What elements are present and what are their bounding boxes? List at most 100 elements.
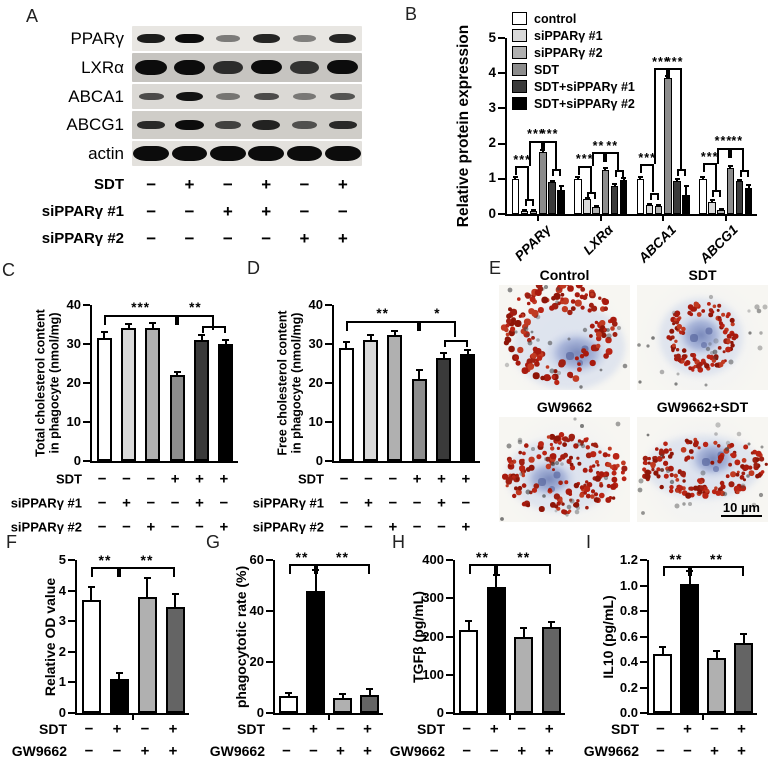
condition-label: GW9662 — [209, 743, 265, 759]
y-tick-label: 10 — [66, 414, 81, 429]
bar — [387, 335, 403, 461]
bar — [735, 181, 744, 214]
bar — [619, 179, 628, 214]
y-axis-label-line: Total cholesterol content — [33, 309, 48, 457]
condition-sign: + — [168, 742, 178, 760]
significance-bracket — [587, 191, 597, 199]
blot-row: ABCG1 — [14, 111, 366, 139]
panel-a-label: A — [26, 6, 39, 26]
cell-image-cell: SDT — [637, 268, 768, 390]
significance-bracket: *** — [715, 135, 731, 164]
panel-i: I 0.0 0.2 0.4 0.6 0.8 1.0 1.2 ** ** SDT − + − + GW9662… — [578, 532, 770, 762]
bar — [460, 353, 476, 461]
condition-sign: − — [146, 470, 156, 488]
y-axis-label: Total cholesterol content in phagocyte (n… — [34, 309, 63, 457]
bar — [583, 199, 591, 214]
error-bar — [176, 372, 179, 376]
bracket-end-right — [417, 322, 420, 331]
significance-stars: *** — [638, 150, 656, 165]
y-axis-tick — [68, 681, 75, 684]
blot-row: PPARγ — [14, 26, 366, 51]
y-tick-label: 0.0 — [619, 705, 638, 720]
y-tick-label: 30 — [308, 336, 323, 351]
condition-sign: + — [184, 174, 195, 194]
significance-bracket: ** — [91, 553, 119, 577]
legend-item: SDT+siPPARγ #1 — [512, 78, 635, 95]
condition-sign: − — [170, 518, 180, 536]
condition-row: SDT − + − + − + — [14, 172, 366, 197]
nucleus — [545, 330, 609, 376]
condition-label: GW9662 — [583, 743, 639, 759]
error-bar — [661, 646, 664, 655]
error-bar-cap — [647, 203, 652, 206]
condition-sign: + — [219, 518, 229, 536]
plot-area: 0 100 200 300 400 ** ** — [422, 550, 565, 720]
cell-micrograph — [499, 417, 630, 522]
x-axis-tick — [132, 715, 134, 720]
bar — [529, 211, 538, 214]
bracket-end-right — [728, 149, 731, 158]
y-axis-label-line: in phagocyte (nmol/mg) — [48, 312, 62, 454]
error-bar-cap — [339, 692, 346, 695]
y-axis-tick — [446, 559, 453, 561]
blot-band — [216, 93, 240, 100]
condition-sign: − — [412, 494, 422, 512]
significance-stars: ** — [731, 134, 744, 149]
significance-stars: *** — [575, 152, 594, 167]
bar — [699, 178, 707, 214]
error-bar-cap — [522, 209, 527, 212]
condition-sign: − — [282, 742, 291, 760]
condition-sign: − — [656, 742, 665, 760]
blot-band — [253, 92, 279, 101]
error-bar — [345, 341, 348, 348]
panel-e: E Control SDT GW9662 GW9662+SDT 10 µm — [487, 254, 770, 532]
error-bar-cap — [593, 204, 599, 207]
bracket-end-right — [594, 193, 597, 199]
error-bar-cap — [125, 322, 132, 325]
condition-signs: − − − − + + — [132, 226, 362, 251]
blot-band — [209, 145, 246, 162]
condition-sign: − — [222, 228, 233, 248]
blot-band — [137, 120, 165, 130]
condition-sign: − — [462, 720, 472, 738]
condition-sign: − — [184, 201, 195, 221]
condition-label: SDT — [94, 176, 124, 193]
y-tick-label: 10 — [308, 414, 323, 429]
bar — [109, 679, 129, 713]
error-bar-cap — [465, 620, 473, 623]
blot-band — [175, 33, 204, 44]
condition-sign: + — [219, 470, 229, 488]
legend-item: siPPARγ #1 — [512, 27, 635, 44]
chart-phagocytotic-rate: 0 20 40 60 ** ** SDT − + − + GW9662− − + + phagocytotic… — [192, 532, 386, 762]
condition-label: GW9662 — [389, 743, 445, 759]
bar — [81, 599, 101, 713]
chart-il10: 0.0 0.2 0.4 0.6 0.8 1.0 1.2 ** ** SDT − + − + GW9662− −… — [578, 532, 770, 762]
error-bar-cap — [440, 351, 447, 354]
y-axis-tick — [325, 382, 332, 384]
condition-sign: − — [97, 518, 107, 536]
legend-label: SDT — [534, 62, 559, 77]
y-axis-tick — [498, 72, 505, 75]
legend-swatch — [512, 12, 527, 25]
error-bar-cap — [740, 632, 747, 635]
y-tick-label: 2 — [58, 643, 66, 659]
y-axis-label: Relative OD value — [42, 577, 58, 695]
bar — [218, 344, 234, 461]
blot-band — [133, 145, 169, 162]
condition-sign: − — [282, 720, 291, 738]
blot-band — [248, 145, 284, 162]
cell-micrograph — [499, 285, 630, 390]
significance-bracket — [649, 192, 659, 200]
error-bar — [418, 370, 421, 380]
debris-specks — [499, 417, 501, 419]
legend-label: SDT+siPPARγ #2 — [534, 96, 635, 111]
error-bar — [467, 621, 470, 630]
panel-b-label: B — [405, 4, 418, 24]
bar — [338, 347, 354, 461]
debris-specks — [499, 285, 501, 287]
condition-sign: − — [656, 720, 665, 738]
plot-area: 0 10 20 30 40 ** * — [309, 298, 480, 467]
bar — [717, 209, 725, 214]
bar — [194, 340, 209, 461]
condition-sign: + — [195, 494, 204, 512]
